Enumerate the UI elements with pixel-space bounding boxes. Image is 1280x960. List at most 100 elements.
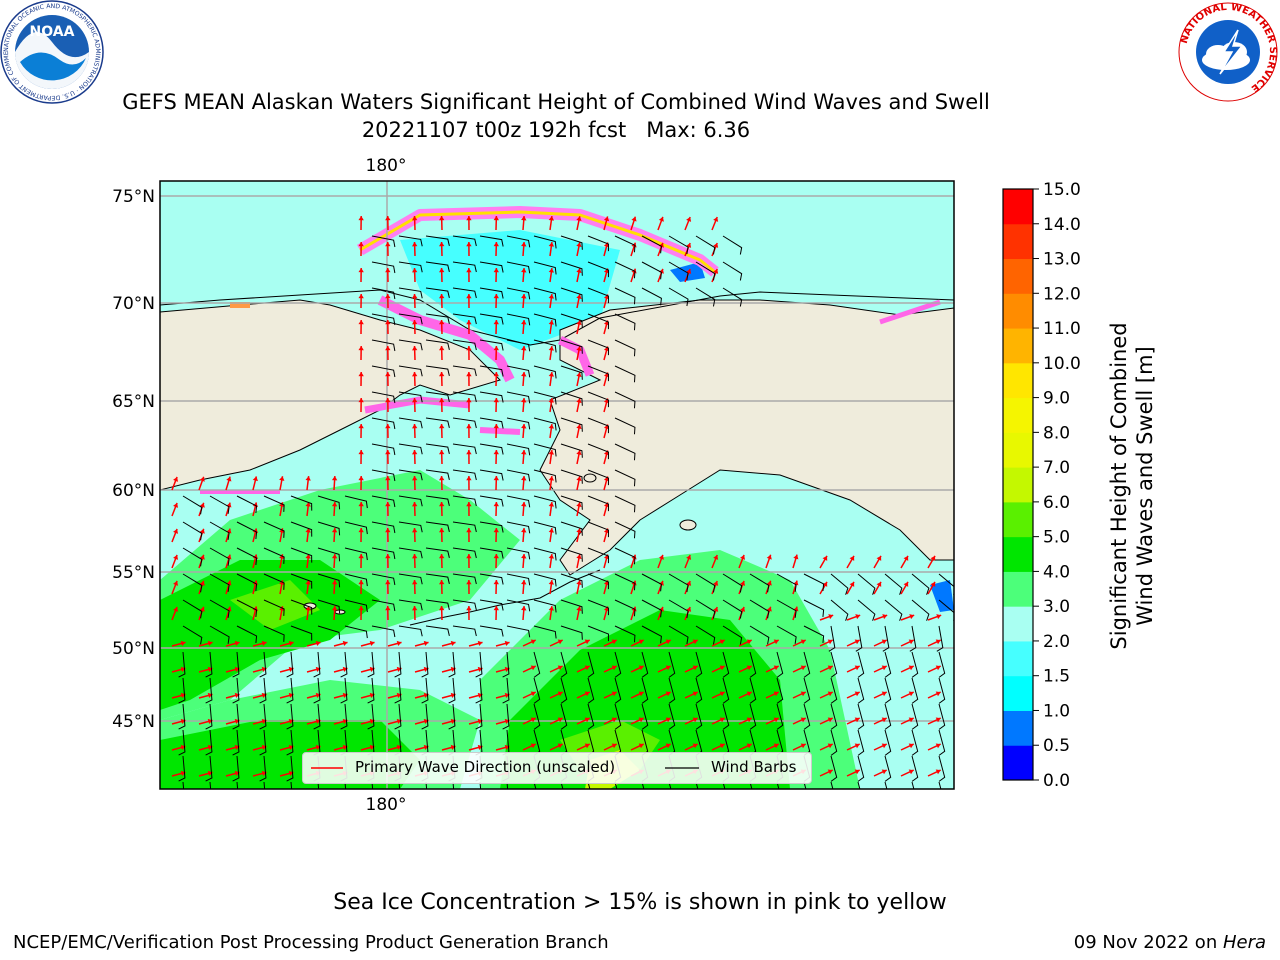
wind-barb [776, 651, 784, 678]
wind-barb [533, 313, 557, 327]
wave-arrow-head [493, 424, 499, 429]
wave-arrow-head [305, 502, 311, 507]
wave-arrow-head [584, 639, 590, 645]
wind-barb [371, 313, 396, 326]
wave-arrow-head [521, 294, 527, 299]
wind-barb [506, 599, 531, 612]
wind-barb [560, 313, 583, 328]
wind-barb [614, 625, 636, 643]
wind-barb [668, 651, 676, 678]
wave-arrow-head [305, 476, 311, 481]
wave-arrow-head [827, 717, 833, 723]
wave-arrow-head [903, 555, 909, 561]
wave-arrow-head [331, 528, 338, 533]
wind-barb [614, 313, 636, 331]
wind-barb [344, 547, 368, 561]
wave-arrow-head [854, 717, 860, 723]
colorbar-swatch [1003, 606, 1033, 642]
colorbar-swatch [1003, 640, 1033, 677]
wind-barb [452, 339, 477, 351]
wind-barb [452, 495, 477, 507]
wind-barb [641, 287, 662, 306]
wind-barb [506, 235, 531, 248]
wave-arrow-head [439, 372, 445, 377]
wind-barb [803, 573, 825, 591]
wind-barb [857, 599, 876, 621]
wave-arrow-head [358, 606, 364, 611]
wave-arrow-head [315, 640, 321, 647]
wind-barb [614, 287, 636, 305]
wave-arrow-head [305, 580, 311, 585]
wind-barb [506, 547, 531, 560]
wind-barb [286, 677, 294, 704]
wave-arrow-head [358, 294, 364, 299]
wind-barb [587, 365, 609, 382]
wave-arrow-head [686, 580, 692, 586]
wave-arrow-head [935, 769, 941, 775]
wave-arrow-head [466, 268, 472, 273]
chart-title: GEFS MEAN Alaskan Waters Significant Hei… [122, 90, 990, 114]
wind-barb [371, 287, 396, 300]
wind-barb [884, 703, 892, 730]
wind-barb [259, 729, 267, 756]
wind-barb [614, 391, 636, 409]
wind-barb [398, 261, 423, 273]
wind-barb [344, 495, 368, 509]
wave-arrow-head [576, 268, 582, 273]
wind-barb [614, 469, 636, 487]
wind-barb [263, 625, 285, 642]
colorbar-tick-label: 1.5 [1043, 667, 1070, 687]
wave-arrow-head [658, 268, 664, 274]
wind-barb [448, 703, 456, 730]
colorbar-swatch [1003, 571, 1033, 607]
wind-barb [695, 703, 703, 730]
wave-arrow-head [773, 743, 779, 749]
wind-barb [587, 313, 609, 330]
wave-arrow-head [369, 640, 375, 647]
colorbar-tick-label: 10.0 [1043, 354, 1081, 374]
wave-arrow-head [881, 717, 887, 723]
wind-barb [830, 573, 849, 595]
wave-arrow-head [665, 691, 671, 697]
wave-arrow-head [385, 216, 391, 221]
wind-barb [722, 651, 730, 678]
wind-barb [398, 625, 423, 637]
colorbar-tick-label: 0.0 [1043, 771, 1070, 790]
wind-barb [830, 703, 838, 730]
wind-barb [938, 573, 954, 595]
wave-arrow-head [493, 372, 499, 377]
wind-barb [259, 755, 267, 782]
wind-barb [776, 599, 797, 618]
wind-barb [425, 469, 450, 481]
wind-barb [911, 729, 919, 756]
wave-arrow-head [411, 294, 418, 299]
wave-arrow-head [466, 294, 472, 299]
wave-arrow-head [358, 242, 364, 247]
wind-barb [533, 417, 557, 431]
wind-barb [425, 287, 450, 299]
wave-arrow-head [903, 581, 909, 587]
wave-arrow-head [358, 554, 364, 559]
wave-arrow-head [521, 554, 527, 559]
wave-arrow-head [450, 640, 456, 647]
wave-arrow-head [466, 320, 472, 325]
wave-arrow-head [521, 398, 527, 403]
wind-barb [614, 677, 622, 704]
wave-arrow-head [493, 294, 499, 299]
wind-barb [371, 495, 396, 508]
colorbar-swatch [1003, 710, 1033, 746]
wind-barb [236, 521, 258, 540]
wind-barb [884, 573, 903, 595]
wind-barb [263, 599, 285, 616]
wave-arrow-head [439, 346, 445, 351]
wind-barb [533, 443, 557, 457]
wind-barb [182, 625, 203, 645]
wind-barb [398, 235, 423, 247]
wind-barb [506, 443, 531, 456]
wind-barb [263, 573, 285, 590]
wave-arrow-head [385, 528, 391, 533]
wind-barb [479, 417, 504, 429]
wind-barb [614, 651, 622, 678]
wind-barb [911, 651, 919, 678]
wind-barb [533, 677, 541, 704]
